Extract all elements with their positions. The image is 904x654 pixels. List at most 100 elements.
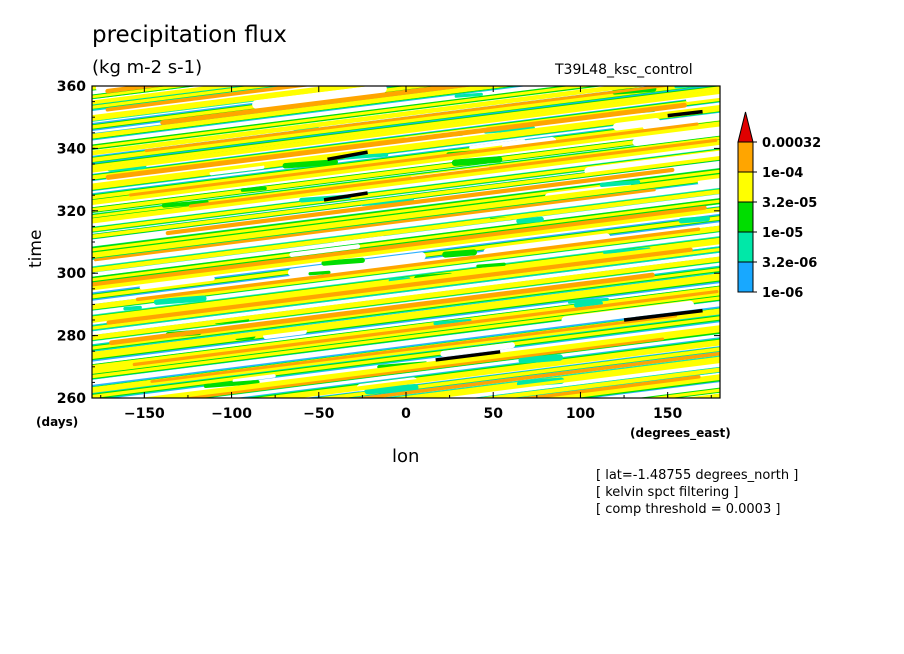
field-band-yellow: [92, 208, 720, 291]
y-tick-label: 340: [57, 141, 86, 157]
field-gap: [333, 236, 385, 246]
composite-segment-3: [623, 308, 703, 322]
field-band: [92, 86, 199, 100]
field-gap: [613, 117, 661, 131]
field-band-yellow: [92, 562, 720, 641]
field-band: [92, 548, 720, 627]
field-gap: [252, 86, 387, 109]
field-band-yellow: [92, 529, 720, 608]
field-band: [92, 0, 720, 58]
field-band: [92, 548, 720, 627]
field-streak-orange: [105, 86, 167, 94]
field-gap: [139, 276, 215, 290]
field-band: [92, 1, 720, 80]
field-band: [92, 1, 720, 80]
field-band: [92, 541, 720, 620]
field-band: [92, 560, 720, 639]
field-band: [92, 541, 720, 620]
field-band: [92, 199, 720, 282]
field-band: [92, 0, 720, 50]
field-band-yellow: [92, 0, 720, 67]
field-band: [92, 247, 720, 330]
field-gap: [642, 114, 720, 130]
x-tick-label: −150: [124, 406, 165, 422]
chart-units: (kg m-2 s-1): [92, 57, 203, 78]
composite-segment-2: [435, 350, 501, 362]
x-axis-label: lon: [392, 446, 420, 467]
field-streak-orange: [516, 375, 701, 398]
field-blob: [203, 379, 260, 388]
field-band-yellow: [138, 325, 720, 398]
colorbar-label: 1e-04: [762, 166, 803, 181]
field-band: [92, 510, 720, 589]
field-streak-orange: [180, 337, 665, 398]
field-band: [92, 0, 720, 68]
field-streak-orange: [105, 102, 687, 180]
field-blob: [567, 297, 609, 304]
field-band: [92, 86, 191, 99]
field-streak-orange: [169, 0, 662, 17]
field-band: [92, 0, 720, 50]
field-band-yellow: [92, 121, 720, 206]
field-blob: [123, 305, 142, 311]
field-blob: [454, 92, 483, 98]
field-gap: [287, 252, 426, 277]
field-streak-orange: [144, 86, 674, 153]
field-band-yellow: [92, 104, 720, 188]
field-band: [92, 0, 720, 40]
field-band: [92, 286, 720, 370]
field-blob: [451, 156, 503, 166]
field-blob: [364, 383, 419, 395]
x-tick-label: 0: [401, 406, 411, 422]
field-band: [92, 0, 720, 50]
field-band: [92, 510, 720, 589]
field-band: [92, 316, 720, 398]
composite-segment-0: [327, 150, 368, 162]
field-blob: [240, 186, 267, 192]
colorbar-swatch-3: [737, 201, 754, 233]
field-band: [92, 86, 127, 91]
field-gap: [263, 328, 307, 340]
field-gap: [561, 300, 695, 325]
field-gap: [232, 374, 276, 383]
field-band: [92, 86, 720, 169]
field-gap: [469, 139, 526, 150]
note-filtering: [ kelvin spct filtering ]: [596, 485, 739, 500]
field-band-yellow: [92, 273, 720, 357]
field-band-yellow: [92, 190, 720, 273]
field-streak-orange: [163, 0, 663, 61]
field-band: [92, 116, 720, 200]
field-band-yellow: [92, 139, 720, 224]
field-band: [92, 541, 720, 620]
colorbar-swatch-0: [737, 111, 754, 143]
field-band-yellow: [92, 239, 720, 323]
field-blob: [442, 249, 478, 258]
field-blob: [678, 216, 710, 224]
composite-segment-1: [323, 191, 368, 202]
x-tick-label: −100: [211, 406, 252, 422]
dataset-label: T39L48_ksc_control: [555, 62, 693, 78]
field-band: [92, 510, 720, 589]
field-blob: [476, 262, 506, 268]
field-band: [92, 529, 720, 608]
y-tick-label: 300: [57, 266, 86, 282]
field-band: [92, 571, 720, 650]
field-band-yellow: [92, 156, 720, 239]
field-gap: [632, 127, 720, 147]
field-gap: [289, 244, 361, 257]
field-band: [92, 571, 720, 650]
field-band-yellow: [92, 546, 720, 625]
field-streak-orange: [128, 122, 699, 197]
field-band: [92, 0, 720, 58]
colorbar-label: 3.2e-05: [762, 196, 817, 211]
field-gap: [209, 165, 265, 176]
colorbar-swatch-2: [737, 171, 754, 203]
field-band: [92, 518, 720, 597]
field-band-yellow: [92, 86, 512, 139]
field-band-yellow: [92, 86, 370, 121]
field-band: [92, 86, 275, 109]
field-band: [92, 529, 720, 608]
field-band-yellow: [265, 341, 720, 398]
field-band: [92, 107, 720, 190]
field-band: [92, 0, 720, 58]
